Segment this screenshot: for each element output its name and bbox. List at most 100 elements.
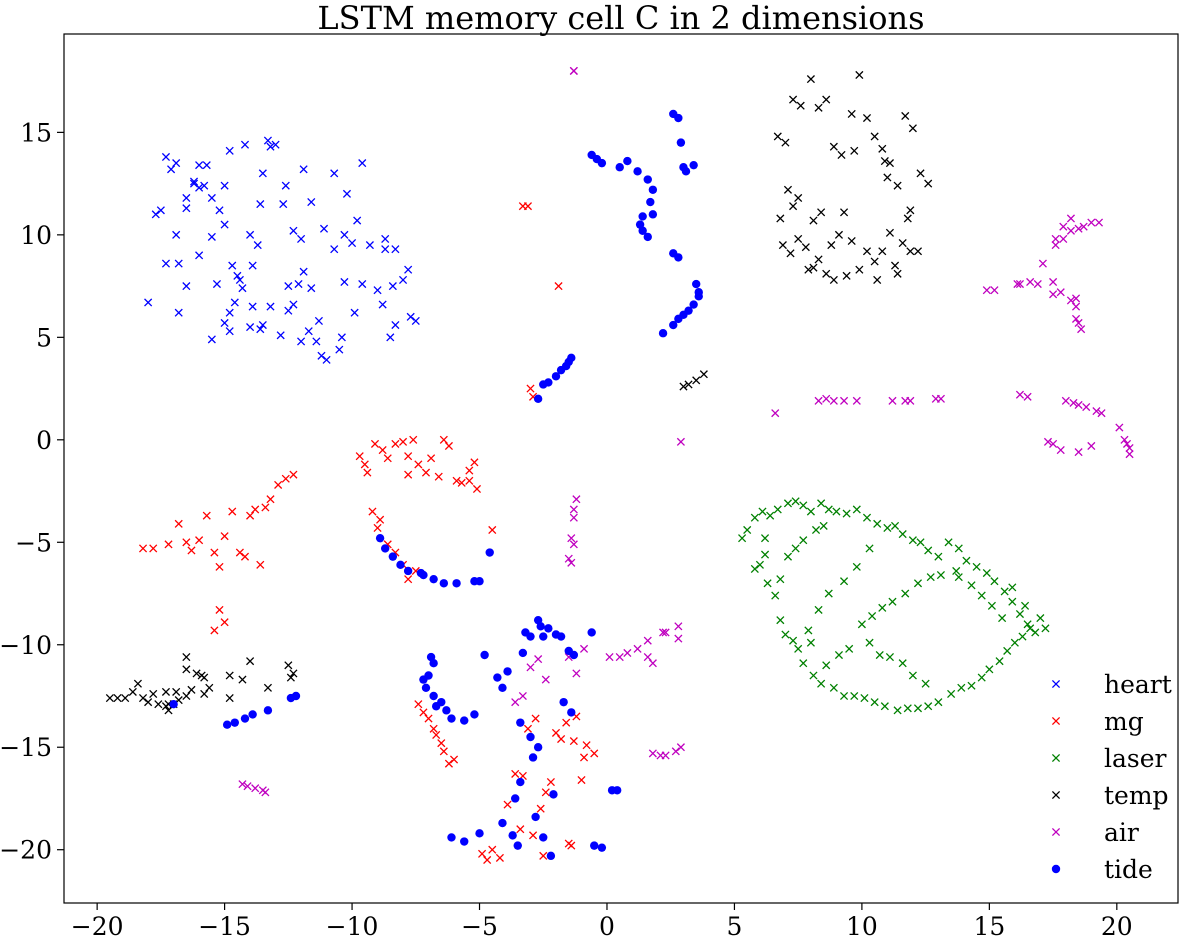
data-point-air	[1066, 214, 1075, 223]
data-point-mg	[536, 804, 545, 813]
data-point-mg	[149, 544, 158, 553]
data-point-laser	[760, 534, 770, 543]
data-point-tide	[531, 812, 540, 822]
data-point-heart	[314, 316, 323, 325]
data-point-tide	[388, 552, 398, 561]
data-point-laser	[995, 657, 1004, 666]
data-point-temp	[121, 693, 130, 703]
data-point-air	[1074, 318, 1083, 328]
data-point-temp	[796, 101, 805, 110]
data-point-heart	[340, 230, 349, 239]
data-point-laser	[987, 601, 996, 610]
data-point-laser	[738, 534, 747, 543]
data-point-tide	[587, 628, 596, 637]
data-point-laser	[776, 575, 785, 584]
data-point-tide	[556, 365, 566, 375]
data-point-temp	[692, 376, 701, 385]
data-point-tide	[429, 574, 438, 584]
data-point-heart	[156, 206, 165, 215]
data-point-mg	[516, 825, 525, 834]
data-point-temp	[182, 652, 191, 662]
data-point-tide	[648, 210, 658, 219]
x-tick-label: 10	[846, 912, 878, 941]
data-point-air	[511, 698, 520, 707]
data-point-laser	[865, 544, 874, 553]
data-point-air	[1082, 402, 1091, 412]
data-point-mg	[228, 507, 237, 516]
data-point-mg	[531, 714, 540, 723]
data-point-temp	[149, 689, 158, 699]
data-point-mg	[444, 441, 453, 451]
data-point-laser	[883, 523, 892, 532]
data-point-temp	[809, 263, 818, 272]
data-point-air	[829, 396, 838, 405]
data-point-temp	[916, 169, 925, 178]
series-temp	[105, 70, 933, 715]
data-point-heart	[350, 308, 359, 317]
data-point-tide	[658, 329, 668, 338]
data-point-laser	[967, 581, 976, 590]
data-point-air	[1069, 398, 1078, 407]
data-point-mg	[360, 460, 369, 469]
data-point-air	[534, 655, 543, 664]
data-point-tide	[513, 841, 522, 850]
x-tick-label: −20	[71, 912, 124, 941]
data-point-tide	[380, 544, 390, 553]
data-point-temp	[679, 382, 688, 391]
data-point-heart	[279, 200, 288, 209]
data-point-heart	[353, 216, 362, 225]
data-point-temp	[817, 208, 826, 217]
data-point-air	[1087, 441, 1096, 451]
data-point-laser	[913, 704, 923, 713]
data-point-temp	[890, 261, 900, 270]
data-point-mg	[452, 476, 461, 485]
data-point-temp	[880, 157, 889, 166]
data-point-mg	[256, 560, 265, 569]
data-point-laser	[868, 612, 877, 621]
data-point-laser	[829, 683, 838, 692]
data-point-heart	[281, 181, 290, 190]
data-point-tide	[508, 831, 517, 840]
data-point-laser	[924, 702, 933, 711]
data-point-air	[1122, 439, 1132, 448]
data-point-tide	[403, 566, 413, 576]
data-point-tide	[442, 706, 451, 715]
data-point-tide	[240, 714, 250, 723]
data-point-heart	[340, 277, 349, 287]
data-point-air	[623, 648, 632, 658]
data-point-laser	[743, 525, 752, 535]
data-point-heart	[230, 298, 239, 307]
data-point-laser	[817, 499, 826, 508]
data-point-temp	[878, 247, 887, 256]
data-point-heart	[289, 226, 298, 235]
data-point-laser	[824, 589, 833, 598]
data-point-laser	[776, 616, 785, 625]
data-point-temp	[850, 146, 859, 155]
data-point-temp	[238, 675, 247, 684]
data-point-heart	[337, 333, 346, 342]
data-point-tide	[447, 833, 456, 842]
data-point-tide	[248, 710, 257, 719]
data-point-air	[1120, 435, 1129, 444]
data-point-mg	[383, 454, 392, 463]
legend-item-air: air	[1051, 818, 1139, 847]
data-point-temp	[855, 265, 864, 274]
data-point-tide	[498, 818, 507, 828]
data-point-tide	[470, 710, 479, 719]
data-point-laser	[799, 501, 808, 510]
data-point-laser	[857, 620, 866, 629]
data-point-tide	[424, 671, 433, 680]
data-point-laser	[791, 497, 800, 506]
data-point-heart	[246, 323, 255, 332]
data-point-temp	[806, 75, 815, 84]
data-point-heart	[240, 140, 250, 149]
data-point-heart	[161, 152, 171, 162]
data-point-air	[771, 409, 780, 418]
data-point-laser	[985, 665, 994, 674]
legend-marker-laser	[1051, 753, 1061, 763]
data-point-air	[674, 622, 683, 631]
data-point-air	[633, 644, 642, 653]
data-point-air	[1049, 290, 1058, 299]
data-point-heart	[284, 306, 293, 315]
data-point-heart	[398, 275, 408, 285]
